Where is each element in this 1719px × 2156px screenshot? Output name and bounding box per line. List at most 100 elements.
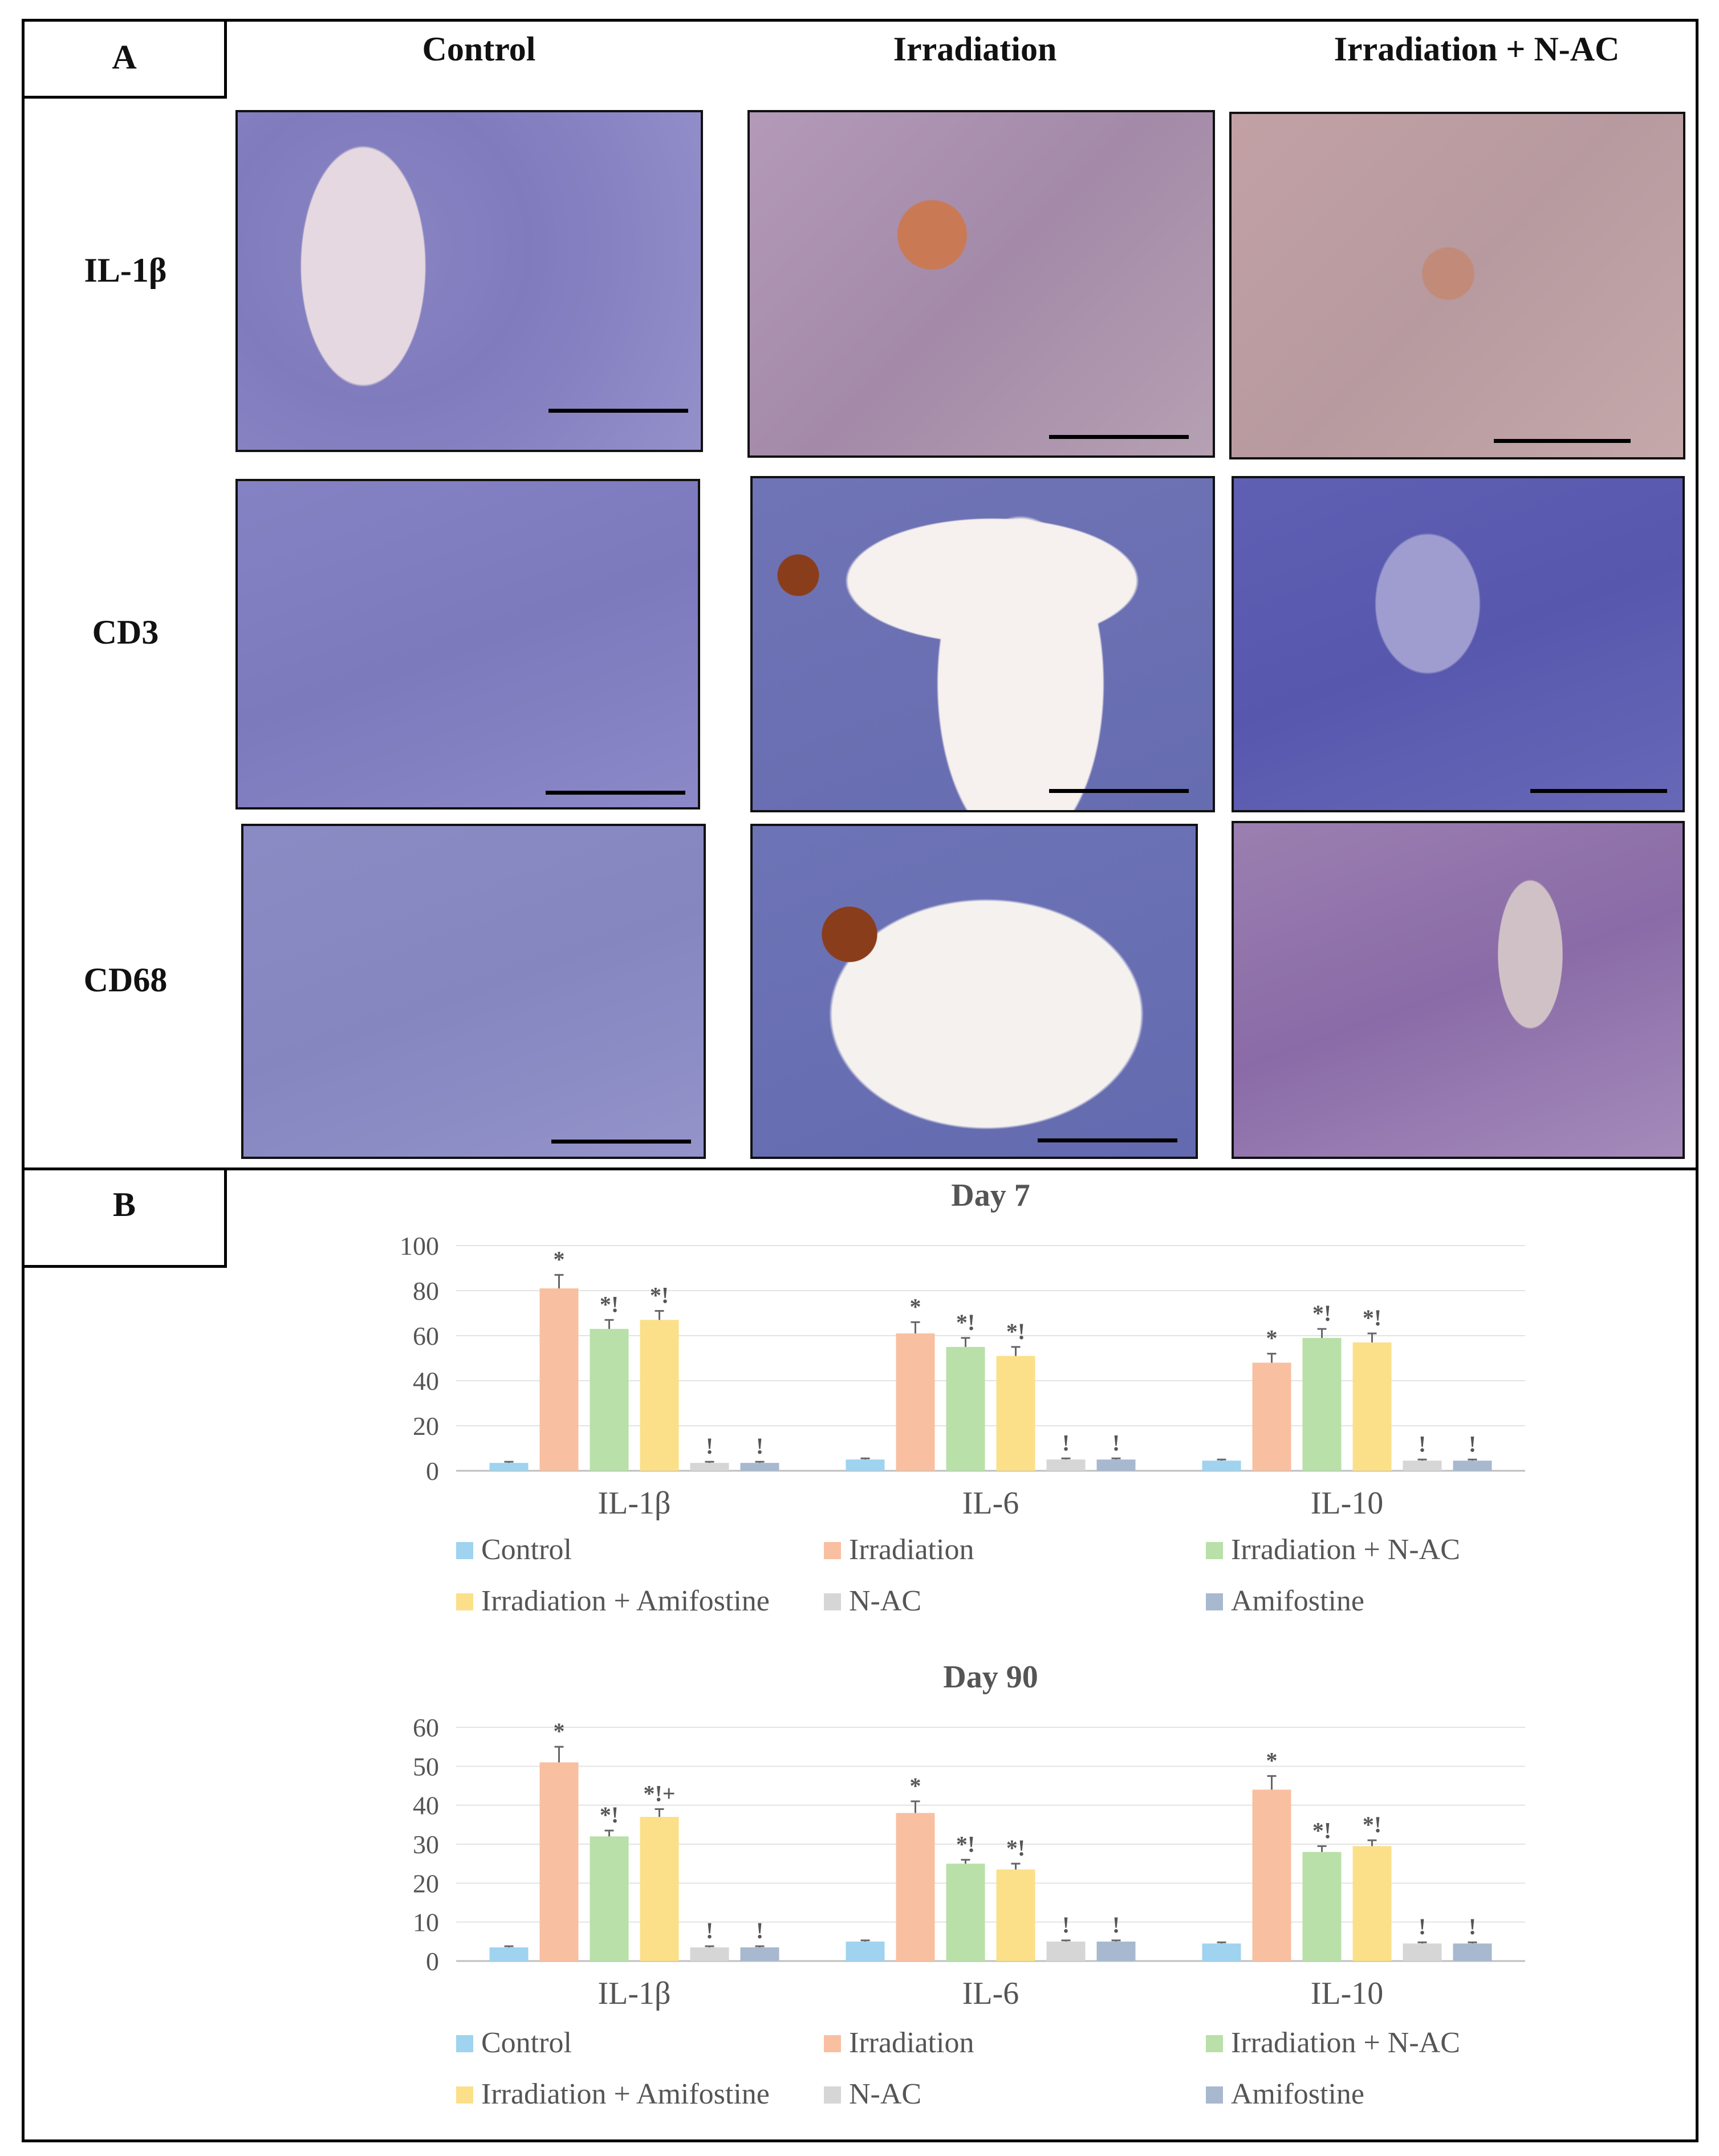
- legend-swatch: [456, 2035, 473, 2052]
- significance-label: *: [1266, 1747, 1278, 1773]
- legend-swatch: [456, 2086, 473, 2104]
- bar-irradiation-n-ac-il-1: [590, 1836, 629, 1961]
- legend-entry: Control: [481, 1533, 572, 1566]
- x-category-label: IL-10: [1311, 1486, 1384, 1521]
- bar-irradiation-n-ac-il-10: [1302, 1852, 1342, 1961]
- legend-swatch: [1206, 1542, 1223, 1559]
- significance-label: *!: [956, 1831, 975, 1857]
- significance-label: *!: [1363, 1812, 1381, 1837]
- bar-amifostine-il-1: [740, 1947, 779, 1961]
- y-tick-label: 20: [413, 1411, 439, 1441]
- day7-bar-chart: Day 7 0 20 40 60 80 100 * *! *!! ! IL-1β * *! *!! ! IL-6…: [400, 1178, 1525, 1617]
- legend-entry: Irradiation + N-AC: [1231, 1533, 1460, 1566]
- significance-label: *!: [1312, 1817, 1331, 1843]
- significance-label: !: [756, 1918, 763, 1943]
- y-tick-label: 30: [413, 1830, 439, 1859]
- legend-swatch: [456, 1542, 473, 1559]
- bar-irradiation-il-6: [896, 1813, 935, 1961]
- micrograph-irradiation-nac-cd68: [1232, 821, 1685, 1159]
- legend-swatch: [824, 2086, 841, 2104]
- bar-irradiation-n-ac-il-1: [590, 1329, 629, 1471]
- bar-amifostine-il-10: [1453, 1461, 1492, 1471]
- significance-label: *: [554, 1246, 565, 1272]
- bar-n-ac-il-10: [1403, 1461, 1442, 1471]
- scale-bar: [1494, 439, 1631, 443]
- significance-label: !: [1419, 1914, 1426, 1939]
- bar-irradiation-il-1: [539, 1762, 579, 1961]
- legend-entry: Irradiation + Amifostine: [481, 1585, 770, 1617]
- bar-irradiation-n-ac-il-6: [946, 1864, 985, 1961]
- y-tick-label: 20: [413, 1869, 439, 1898]
- legend-entry: Amifostine: [1231, 2078, 1364, 2110]
- significance-label: *: [554, 1718, 565, 1744]
- scale-bar: [1038, 1138, 1177, 1142]
- bar-irradiation-il-10: [1252, 1789, 1291, 1961]
- legend-swatch: [824, 1593, 841, 1610]
- significance-label: !: [706, 1433, 713, 1459]
- legend-entry: N-AC: [849, 1585, 921, 1617]
- row-label-cd3: CD3: [92, 613, 159, 651]
- significance-label: !: [1062, 1912, 1070, 1938]
- significance-label: *: [1266, 1325, 1278, 1351]
- legend-entry: Control: [481, 2027, 572, 2059]
- significance-label: *: [910, 1293, 921, 1319]
- significance-label: *!: [956, 1309, 975, 1335]
- legend-entry: Irradiation + N-AC: [1231, 2027, 1460, 2059]
- legend-entry: Amifostine: [1231, 1585, 1364, 1617]
- y-tick-label: 100: [400, 1231, 439, 1260]
- legend-swatch: [824, 1542, 841, 1559]
- bar-control-il-1: [489, 1947, 529, 1961]
- y-tick-label: 80: [413, 1276, 439, 1305]
- bar-irradiation-amifostine-il-6: [996, 1356, 1035, 1471]
- y-tick-label: 40: [413, 1791, 439, 1820]
- y-tick-label: 60: [413, 1713, 439, 1742]
- bar-irradiation-amifostine-il-1: [640, 1817, 679, 1961]
- bar-amifostine-il-10: [1453, 1943, 1492, 1961]
- x-category-label: IL-6: [962, 1486, 1019, 1521]
- panel-b-frame: [22, 1168, 1698, 2142]
- legend-swatch: [824, 2035, 841, 2052]
- x-category-label: IL-1β: [598, 1486, 671, 1521]
- scale-bar: [548, 409, 688, 413]
- panel-b-label-box: B: [22, 1168, 227, 1268]
- legend-swatch: [1206, 2035, 1223, 2052]
- bar-irradiation-il-1: [539, 1288, 579, 1471]
- scale-bar: [1530, 789, 1667, 793]
- column-header-control: Control: [422, 30, 536, 68]
- bar-amifostine-il-1: [740, 1463, 779, 1471]
- significance-label: *: [910, 1773, 921, 1799]
- bar-control-il-10: [1202, 1943, 1241, 1961]
- significance-label: !: [756, 1433, 763, 1459]
- bar-control-il-10: [1202, 1461, 1241, 1471]
- micrograph-irradiation-cd68: [750, 824, 1198, 1159]
- column-header-irradiation: Irradiation: [893, 30, 1057, 68]
- bar-irradiation-amifostine-il-6: [996, 1869, 1035, 1961]
- significance-label: !: [1469, 1914, 1476, 1939]
- scale-bar: [546, 791, 685, 795]
- significance-label: !: [1062, 1430, 1070, 1455]
- legend-entry: N-AC: [849, 2078, 921, 2110]
- bar-irradiation-amifostine-il-10: [1352, 1342, 1392, 1471]
- y-tick-label: 0: [426, 1947, 439, 1976]
- scale-bar: [551, 1140, 691, 1144]
- scale-bar: [1049, 435, 1189, 439]
- micrograph-control-il1b: [235, 110, 703, 452]
- significance-label: !: [1112, 1430, 1120, 1455]
- micrograph-irradiation-nac-il1b: [1229, 112, 1685, 459]
- day90-bar-chart: Day 90 0 10 20 30 40 50 60 * *! *!+! ! IL-1β * *! *!! ! I…: [413, 1659, 1525, 2110]
- significance-label: !: [706, 1918, 713, 1943]
- x-category-label: IL-1β: [598, 1976, 671, 2011]
- bar-irradiation-amifostine-il-10: [1352, 1846, 1392, 1961]
- scale-bar: [1049, 789, 1189, 793]
- bar-control-il-1: [489, 1463, 529, 1471]
- significance-label: !: [1112, 1912, 1120, 1938]
- micrograph-control-cd68: [241, 824, 706, 1159]
- x-category-label: IL-10: [1311, 1976, 1384, 2011]
- significance-label: *!: [1312, 1300, 1331, 1326]
- significance-label: *!: [600, 1802, 619, 1828]
- bar-amifostine-il-6: [1096, 1459, 1136, 1471]
- legend-entry: Irradiation + Amifostine: [481, 2078, 770, 2110]
- bar-n-ac-il-1: [690, 1947, 729, 1961]
- micrograph-control-cd3: [235, 479, 700, 809]
